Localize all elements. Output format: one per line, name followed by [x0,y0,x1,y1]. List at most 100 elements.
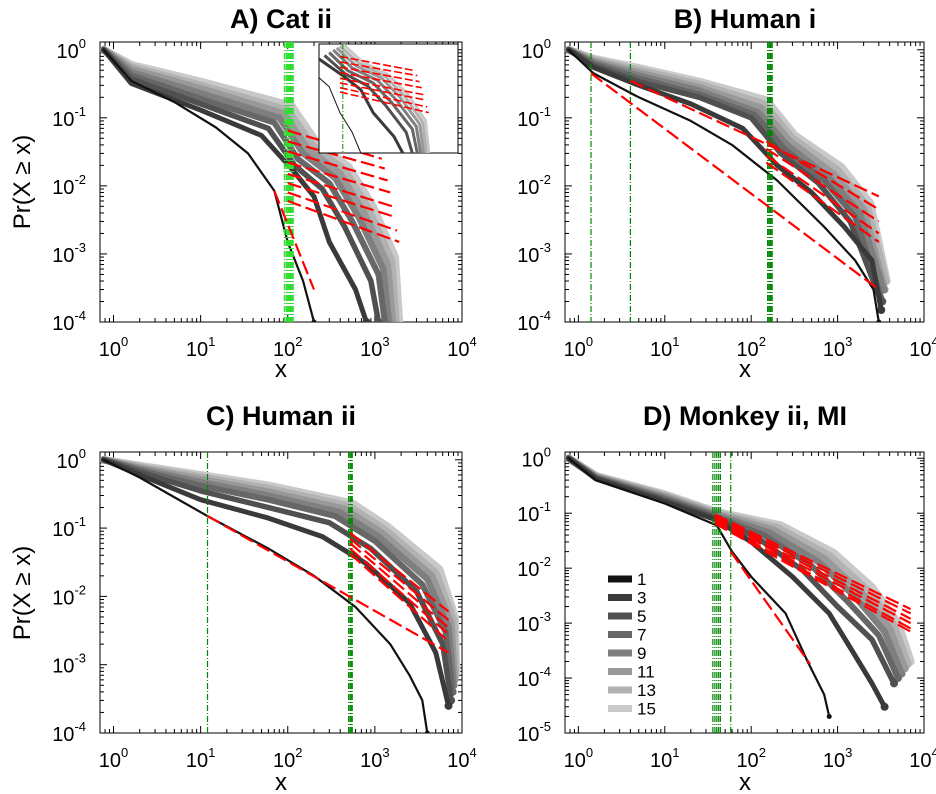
inset-fit [339,77,424,96]
power-law-fit [349,537,450,621]
x-tick-label: 104 [909,334,936,361]
inset-fit [339,71,422,89]
inset-fit [339,61,418,77]
x-tick-label: 102 [273,334,302,361]
y-tick-label: 10-4 [52,719,86,746]
x-axis-label: x [739,769,751,794]
y-tick-label: 10-2 [52,582,86,609]
x-tick-label: 103 [360,745,389,772]
power-law-fit [765,154,880,235]
panel-title: B) Human i [674,4,817,34]
series-3-line [101,457,451,709]
inset-fit [339,86,428,108]
series-3-line [566,47,884,313]
x-tick-label: 100 [564,745,593,772]
series-3-endpoint [444,701,453,710]
x-tick-label: 101 [186,745,215,772]
x-tick-label: 102 [736,334,765,361]
y-tick-label: 10-1 [52,104,86,131]
legend-label: 11 [637,663,655,682]
chart-panel-D: 100 101 102 103 104 100 10-1 10-2 10-3 10-4 10-5 D)… [517,401,936,794]
power-law-fit [287,140,386,170]
inset-fit [339,82,426,101]
axes-frame [99,41,463,323]
series-3-endpoint [362,318,371,322]
legend-label: 15 [637,700,656,719]
x-tick-label: 103 [823,745,852,772]
series-1-endpoint [424,730,430,733]
y-axis-label: Pr(X ≥ x) [9,546,36,641]
power-law-fit [349,547,450,635]
axes-frame [99,451,463,734]
y-tick-label: 100 [522,444,551,471]
x-tick-label: 104 [447,334,476,361]
x-tick-label: 102 [273,745,302,772]
series-1-line [567,457,831,718]
series-1-line [102,48,316,322]
chart-panel-C: 100 101 102 103 104 100 10-1 10-2 10-3 10-4 C) Hum… [9,401,477,794]
power-law-fit [714,516,912,620]
y-tick-label: 10-1 [517,104,551,131]
power-law-fit [714,515,912,615]
y-tick-label: 10-3 [52,240,86,267]
x-tick-label: 104 [909,745,936,772]
series-1-endpoint [826,713,832,719]
x-tick-label: 100 [99,334,128,361]
inset-plot [318,43,459,154]
series-1-line [567,48,880,322]
inset-series-9 [332,48,423,153]
series-3-endpoint [880,702,889,711]
legend-label: 9 [637,644,646,663]
inset-fit [339,66,420,83]
series-5-endpoint [890,679,899,688]
panel-title: C) Human ii [206,401,356,431]
power-law-fit [765,161,880,243]
inset-fit [339,91,429,114]
power-law-fit [714,518,912,625]
legend-label: 7 [637,626,646,645]
inset-series-13 [338,44,428,153]
y-axis-label: Pr(X ≥ x) [9,135,36,230]
axes-frame [564,451,925,734]
legend-label: 13 [637,681,656,700]
x-tick-label: 101 [186,334,215,361]
power-law-fit [287,150,388,182]
x-tick-label: 102 [736,745,765,772]
axes-frame [564,41,925,323]
x-tick-label: 103 [360,334,389,361]
y-tick-label: 10-4 [517,664,551,691]
y-tick-label: 10-2 [52,172,86,199]
power-law-fit [629,79,880,198]
y-tick-label: 10-5 [517,719,551,746]
power-law-fit [287,161,391,194]
x-tick-label: 103 [823,334,852,361]
x-tick-label: 104 [447,745,476,772]
power-law-fit [287,199,400,243]
legend-label: 3 [637,589,646,608]
y-tick-label: 10-1 [52,514,86,541]
x-tick-label: 100 [99,745,128,772]
x-axis-label: x [739,356,751,383]
power-law-fit [349,552,450,643]
legend-label: 5 [637,607,646,626]
series-7-line [100,456,456,695]
series-11-line [100,46,397,322]
y-tick-label: 10-4 [517,308,551,335]
y-tick-label: 100 [57,446,86,473]
inset-series-11 [335,46,426,153]
x-axis-label: x [275,356,287,383]
chart-panel-A: 100 101 102 103 104 100 10-1 10-2 10-3 10-4 A) Cat… [9,4,477,383]
inset-series-15 [341,44,431,153]
y-tick-label: 100 [522,36,551,63]
y-tick-label: 10-3 [517,240,551,267]
power-law-fit [349,532,450,613]
series-7-line [100,46,388,322]
series-11-line [100,456,458,684]
power-law-fit [349,542,450,629]
series-5-endpoint [374,318,383,322]
power-law-fit [765,140,880,211]
series-1-endpoint [876,319,882,322]
panel-title: A) Cat ii [230,4,332,34]
power-law-fit [729,550,811,665]
